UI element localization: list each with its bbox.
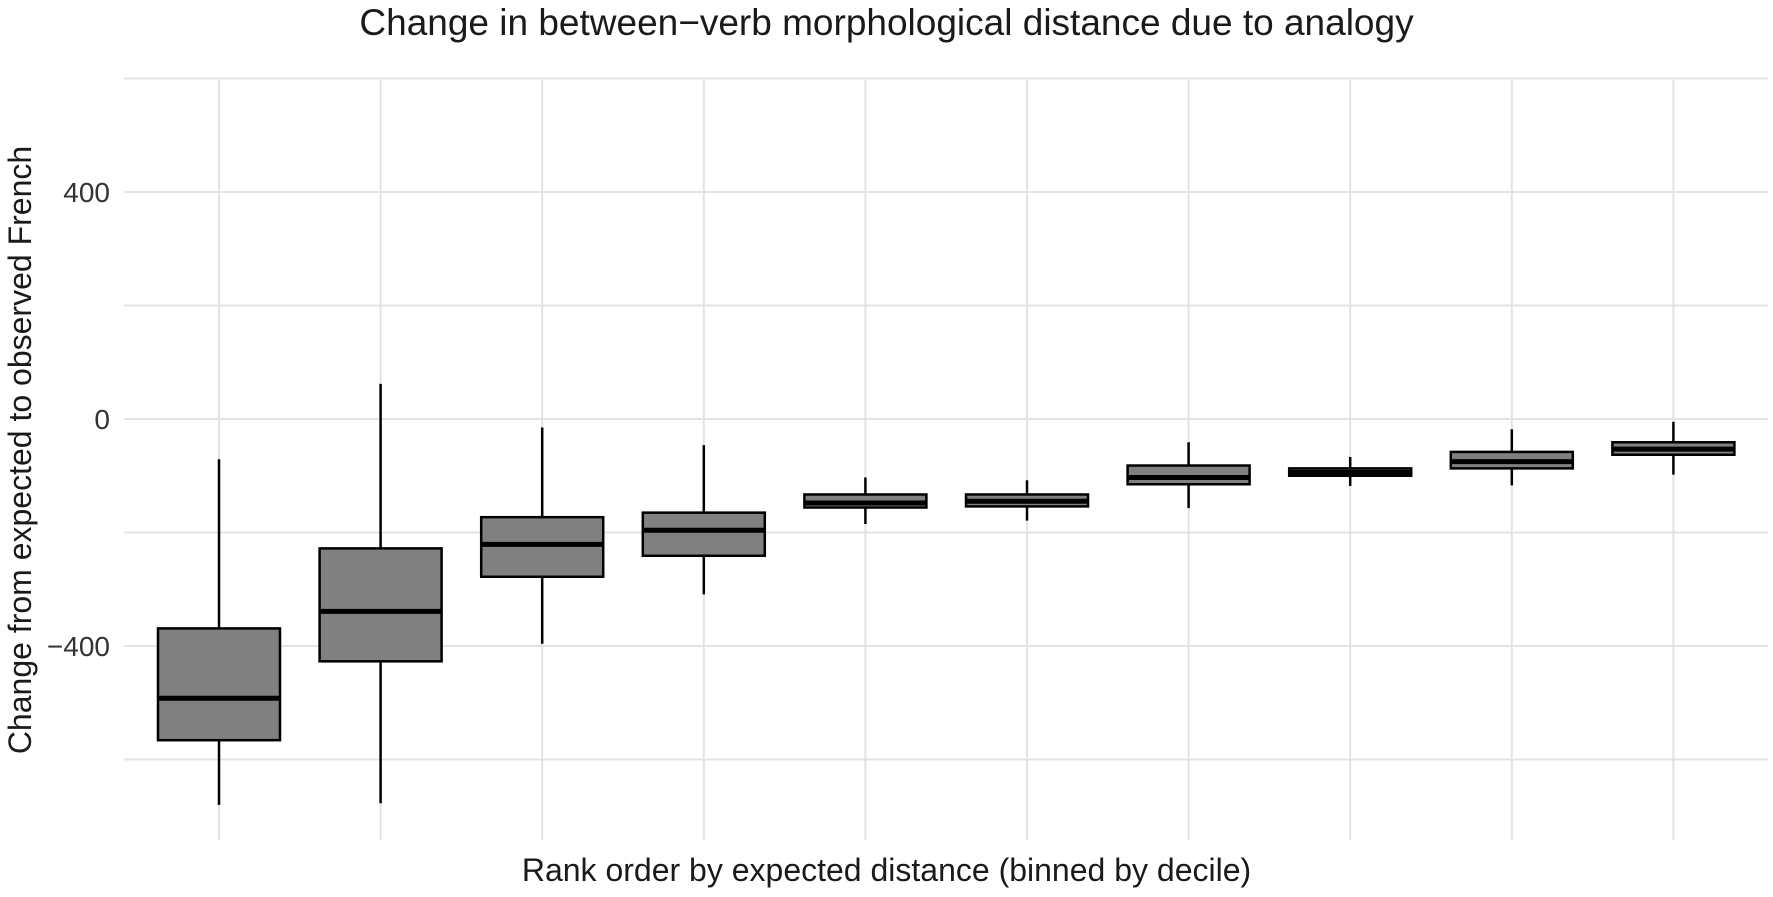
x-axis-label: Rank order by expected distance (binned …: [521, 852, 1252, 888]
y-tick-label: 0: [94, 404, 110, 435]
y-tick-label: 400: [63, 177, 110, 208]
box-10: [1611, 421, 1736, 475]
iqr-box: [641, 511, 767, 558]
y-tick-labels: 400 0 −400: [47, 177, 110, 662]
iqr-box: [479, 515, 605, 579]
y-axis-label: Change from expected to observed French: [2, 145, 38, 755]
box-1: [156, 459, 282, 805]
box-9: [1449, 429, 1575, 486]
box-4: [641, 445, 767, 595]
box-7: [1126, 442, 1251, 509]
iqr-box: [156, 627, 282, 742]
iqr-box: [1126, 464, 1251, 486]
chart-title: Change in between−verb morphological dis…: [359, 2, 1414, 43]
box-8: [1287, 457, 1413, 486]
box-6: [964, 480, 1090, 521]
y-tick-label: −400: [47, 631, 110, 662]
box-3: [479, 427, 605, 644]
box-2: [318, 383, 443, 804]
iqr-box: [318, 547, 443, 663]
boxes: [156, 383, 1736, 805]
box-5: [803, 477, 928, 524]
